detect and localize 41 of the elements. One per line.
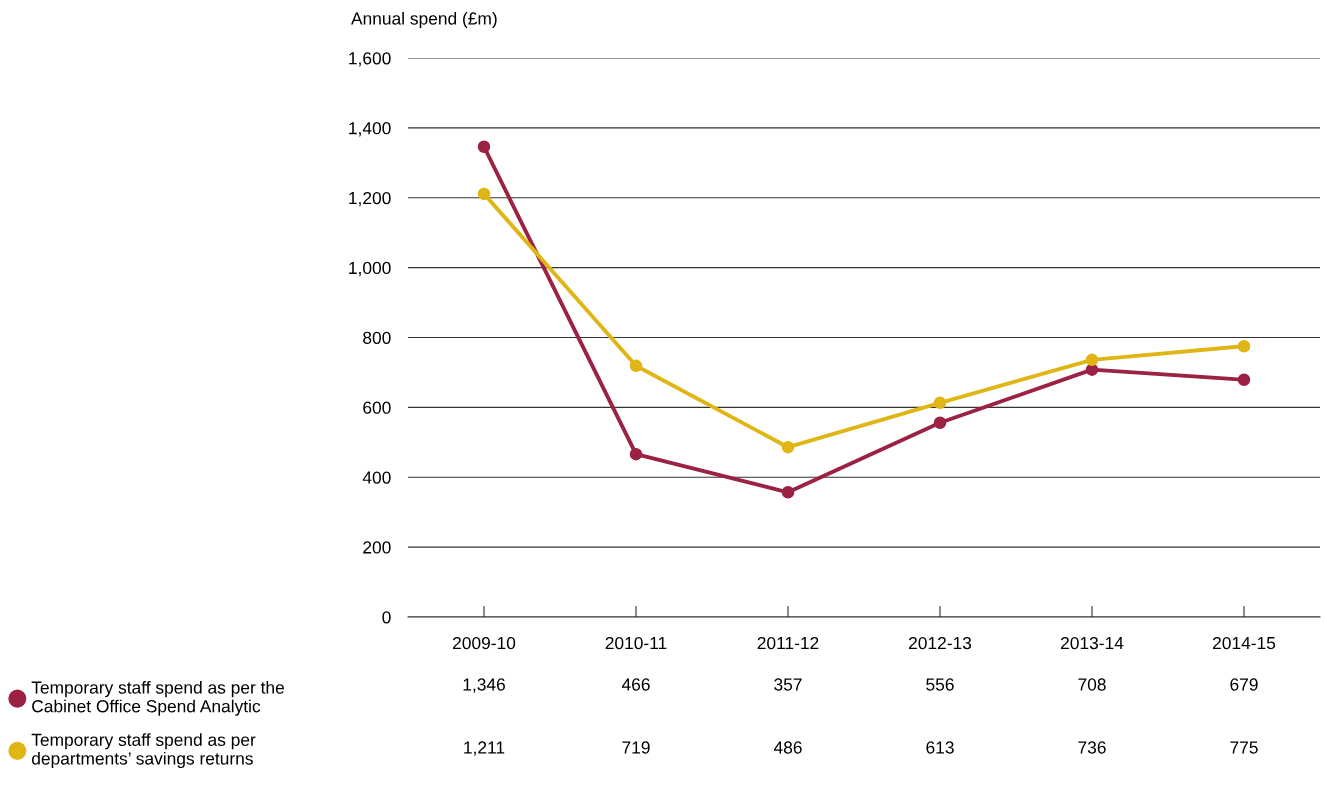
y-tick-label: 1,200 <box>349 191 391 207</box>
data-label: 613 <box>926 741 954 754</box>
point <box>477 140 491 153</box>
data-label: 719 <box>622 741 650 754</box>
data-label: 556 <box>926 678 954 691</box>
data-label: 1,211 <box>464 741 505 756</box>
data-label: 775 <box>1230 741 1258 754</box>
point <box>933 416 947 429</box>
point <box>1085 353 1099 367</box>
y-tick-label: 1,400 <box>349 122 391 137</box>
data-label: 486 <box>773 741 802 754</box>
x-tick-label: 2013-14 <box>1061 636 1124 650</box>
y-tick-label: 600 <box>363 401 391 414</box>
x-tick-label: 2011-12 <box>757 636 819 650</box>
point <box>477 187 491 201</box>
point <box>781 440 795 454</box>
y-tick-label: 800 <box>363 331 391 344</box>
x-tick-label: 2009-10 <box>453 636 516 650</box>
point <box>629 359 643 373</box>
y-tick-label: 1,600 <box>349 52 391 67</box>
point <box>1237 373 1251 387</box>
data-label: 736 <box>1078 741 1106 754</box>
y-tick-label: 1,000 <box>349 261 391 277</box>
point <box>781 486 795 499</box>
legend-label: Temporary staff spend as per the Cabinet Office Spend Analytic <box>31 680 284 716</box>
x-tick-label: 2014-15 <box>1213 636 1276 650</box>
y-tick-label: 400 <box>362 471 391 484</box>
x-tick-label: 2012-13 <box>909 636 972 650</box>
y-axis-title: Annual spend (£m) <box>351 11 497 29</box>
point <box>1237 339 1251 353</box>
data-label: 466 <box>621 678 650 691</box>
legend-label: Temporary staff spend as per departments’ savings returns <box>31 733 256 769</box>
point <box>629 447 643 461</box>
point <box>933 396 947 410</box>
data-label: 1,346 <box>463 678 505 693</box>
y-tick-label: 200 <box>363 541 391 554</box>
y-tick-label: 0 <box>382 611 391 624</box>
data-label: 708 <box>1078 678 1106 691</box>
data-label: 357 <box>774 678 802 691</box>
x-tick-label: 2010-11 <box>605 636 667 650</box>
data-label: 679 <box>1230 678 1258 691</box>
